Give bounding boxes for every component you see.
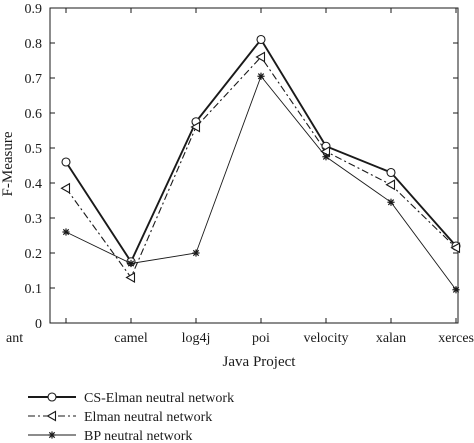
data-point-asterisk xyxy=(257,72,265,80)
data-point-triangle-left xyxy=(450,242,461,254)
data-point-circle xyxy=(61,157,71,167)
data-point-asterisk xyxy=(192,249,200,257)
y-axis-title: F-Measure xyxy=(0,131,16,196)
x-tick-label: xalan xyxy=(376,331,406,346)
y-tick-label: 0.1 xyxy=(25,282,43,297)
data-point-asterisk xyxy=(322,153,330,161)
data-point-asterisk xyxy=(62,228,70,236)
data-point-circle xyxy=(256,34,266,45)
y-tick-label: 0.9 xyxy=(25,2,43,17)
y-tick-label: 0 xyxy=(35,317,42,332)
data-point-triangle-left xyxy=(255,51,266,63)
legend-marker-circle xyxy=(47,392,57,402)
legend-label: Elman neutral network xyxy=(84,410,212,425)
x-tick-label: ant xyxy=(6,331,23,346)
y-tick-label: 0.6 xyxy=(25,107,43,122)
series-line-3 xyxy=(65,75,457,291)
x-tick-label: log4j xyxy=(182,331,211,346)
y-tick-label: 0.7 xyxy=(25,72,43,87)
data-point-asterisk xyxy=(452,286,460,294)
x-axis-title: Java Project xyxy=(223,354,297,370)
plot-area: 0 0.1 0.2 0.3 0.4 0.5 0.6 0.7 0.8 0.9 ant camel log4… xyxy=(6,2,474,346)
legend-marker-asterisk xyxy=(48,431,56,439)
data-point-triangle-left xyxy=(60,182,71,194)
y-tick-label: 0.2 xyxy=(25,247,43,262)
y-tick-label: 0.4 xyxy=(25,177,43,192)
data-point-triangle-left xyxy=(385,179,396,191)
legend: CS-Elman neutral network Elman neutral ne… xyxy=(28,391,234,443)
data-point-asterisk xyxy=(387,198,395,206)
data-point-circle xyxy=(386,167,396,178)
legend-label: BP neutral network xyxy=(84,429,192,443)
legend-marker-triangle-left xyxy=(46,410,57,422)
data-point-asterisk xyxy=(127,259,135,268)
plot-frame xyxy=(49,7,459,324)
x-tick-label: camel xyxy=(114,331,148,346)
legend-label: CS-Elman neutral network xyxy=(84,391,234,406)
x-tick-label: poi xyxy=(252,331,270,346)
y-tick-label: 0.3 xyxy=(25,212,43,227)
data-point-triangle-left xyxy=(125,272,136,283)
data-point-triangle-left xyxy=(190,121,201,133)
y-tick-label: 0.8 xyxy=(25,37,43,52)
y-tick-label: 0.5 xyxy=(25,142,43,157)
series-line-2 xyxy=(65,56,457,279)
x-tick-label: xerces xyxy=(438,331,474,346)
x-tick-label: velocity xyxy=(303,331,348,346)
